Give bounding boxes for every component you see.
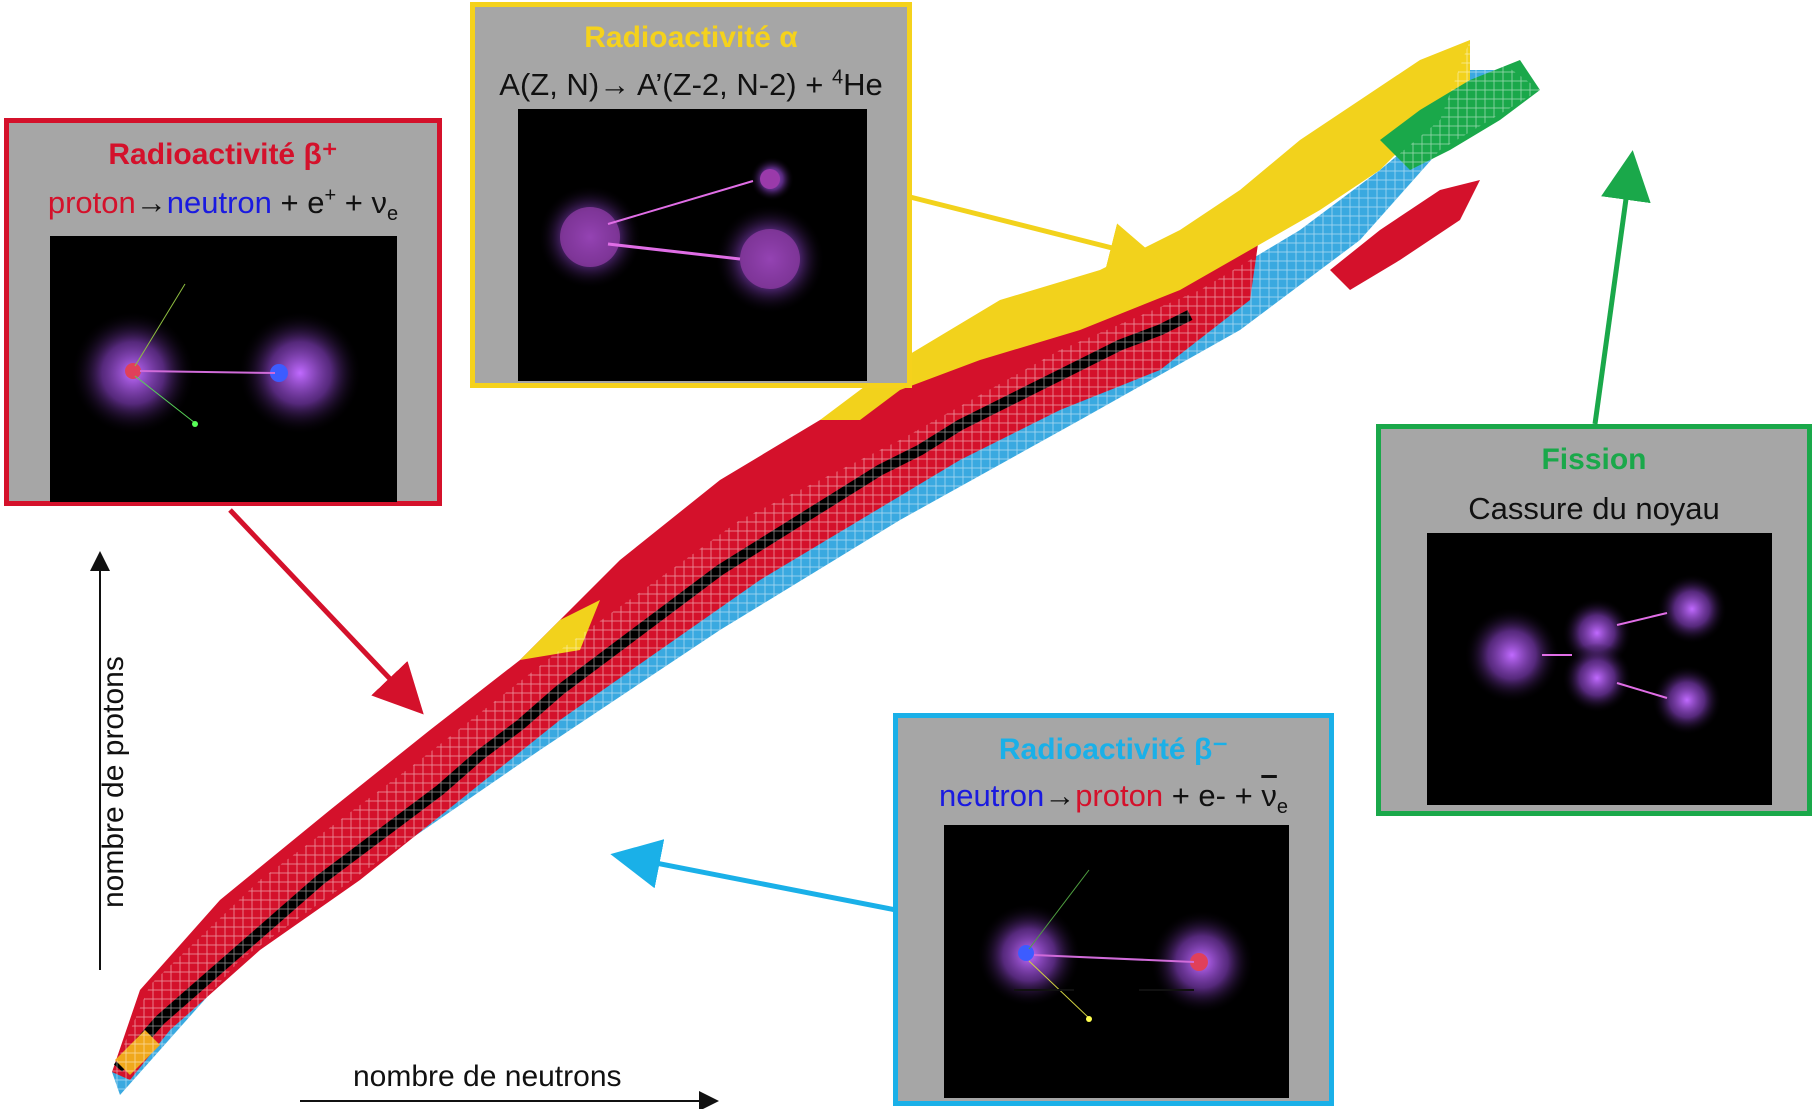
fission-arrow	[1592, 150, 1651, 425]
beta-plus-heavy	[1330, 180, 1480, 290]
beta-minus-equation: neutron→proton + e- + νe	[939, 778, 1288, 819]
alpha-equation: A(Z, N)→ A’(Z-2, N-2) + 4He	[499, 66, 883, 102]
fission-panel: Fission Cassure du noyau	[1376, 424, 1812, 816]
beta-minus-animation	[944, 825, 1289, 1098]
beta-plus-title: Radioactivité β⁺	[108, 138, 338, 171]
alpha-animation	[518, 109, 867, 381]
y-axis-label: nombre de protons	[97, 656, 130, 908]
x-axis-label: nombre de neutrons	[353, 1060, 622, 1093]
beta-plus-equation: proton→neutron + e+ + νe	[47, 184, 399, 226]
alpha-arrow	[909, 194, 1160, 272]
beta-plus-animation	[50, 236, 397, 502]
beta-plus-panel: Radioactivité β⁺ proton→neutron + e+ + ν…	[4, 118, 442, 506]
beta-minus-title: Radioactivité β⁻	[998, 733, 1229, 766]
alpha-region	[820, 40, 1470, 420]
alpha-title: Radioactivité α	[584, 21, 798, 54]
fission-title: Fission	[1541, 443, 1647, 476]
beta-plus-arrow	[228, 508, 424, 715]
beta-minus-panel: Radioactivité β⁻ neutron→proton + e- + ν…	[893, 713, 1334, 1106]
fission-animation	[1427, 533, 1772, 805]
fission-subtitle: Cassure du noyau	[1468, 491, 1720, 526]
alpha-panel: Radioactivité α A(Z, N)→ A’(Z-2, N-2) + …	[470, 2, 912, 388]
beta-minus-arrow	[610, 839, 897, 913]
